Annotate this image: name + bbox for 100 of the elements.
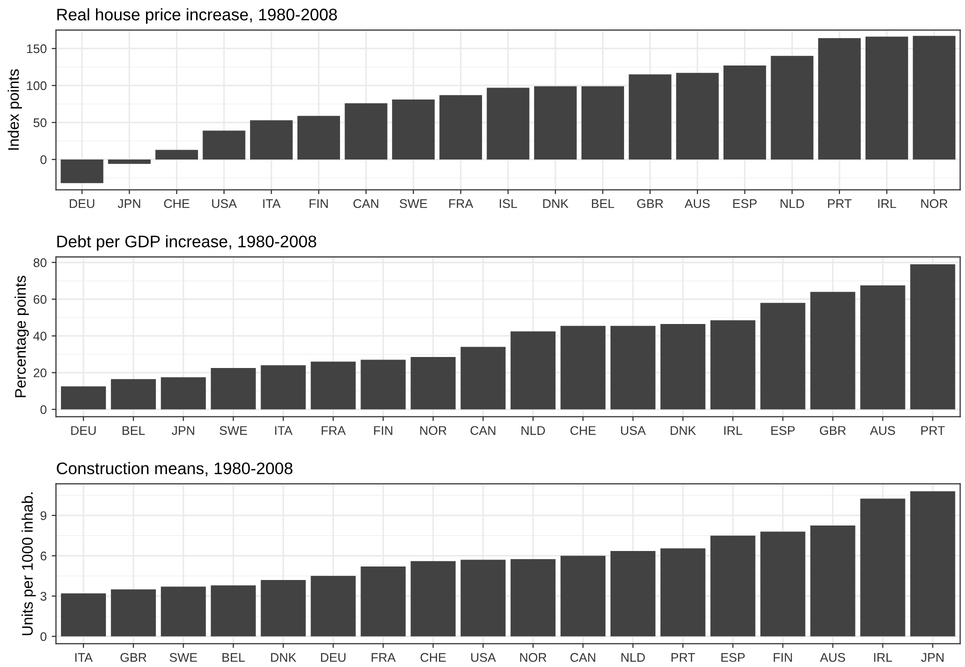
x-tick-label: ISL (500, 199, 518, 208)
bar (410, 357, 456, 410)
bar (560, 326, 606, 410)
x-tick-label: ITA (275, 426, 293, 435)
y-tick-label: 40 (33, 332, 46, 341)
y-tick-label: 6 (40, 552, 46, 560)
y-tick-label: 9 (40, 511, 46, 520)
x-tick-label: ESP (733, 199, 757, 208)
bar (760, 302, 806, 410)
x-tick-label: PRT (672, 653, 696, 662)
y-tick-label: 0 (40, 632, 46, 642)
x-tick-label: SWE (400, 199, 428, 208)
bar (610, 551, 656, 636)
x-tick-label: DEU (71, 426, 96, 435)
x-tick-label: CHE (570, 426, 596, 435)
bar (202, 130, 246, 160)
x-tick-label: DNK (543, 199, 568, 208)
x-tick-label: AUS (820, 653, 846, 662)
x-tick-label: BEL (222, 653, 245, 662)
bar (392, 100, 435, 160)
x-tick-label: IRL (724, 426, 742, 435)
bar (110, 379, 156, 410)
bar (460, 346, 506, 410)
bar (344, 103, 388, 160)
x-tick-label: NLD (780, 199, 804, 208)
x-tick-label: JPN (118, 199, 140, 208)
x-tick-label: USA (471, 653, 496, 662)
x-tick-label: PRT (828, 199, 852, 208)
y-axis-title: Index points (8, 69, 22, 150)
bar (110, 589, 156, 636)
x-tick-label: USA (212, 199, 237, 208)
chart-title: Debt per GDP increase, 1980-2008 (57, 235, 316, 251)
bar (260, 365, 306, 410)
bar (439, 95, 482, 160)
x-tick-label: ITA (263, 199, 281, 208)
x-tick-label: NOR (921, 199, 948, 208)
bar (297, 116, 340, 160)
x-tick-label: CHE (164, 199, 190, 208)
bar (628, 74, 672, 160)
bar (160, 586, 206, 636)
y-tick-label: 20 (34, 368, 46, 378)
x-tick-label: NOR (520, 653, 546, 662)
x-tick-label: CAN (570, 653, 596, 662)
x-tick-label: FIN (374, 426, 392, 435)
bar (910, 491, 956, 636)
bar (510, 559, 556, 636)
x-tick-label: IRL (878, 199, 896, 208)
bar (810, 292, 856, 410)
x-tick-label: AUS (684, 199, 710, 208)
y-axis-title: Units per 1000 inhab. (22, 492, 36, 636)
x-tick-label: FIN (774, 653, 792, 662)
bar (60, 159, 104, 184)
y-tick-label: 0 (40, 155, 46, 164)
bar (310, 576, 356, 636)
bar (760, 532, 806, 636)
x-tick-label: BEL (592, 199, 614, 208)
x-tick-label: FIN (310, 199, 328, 208)
bar (108, 159, 151, 164)
y-axis-title: Percentage points (14, 276, 29, 398)
x-tick-label: GBR (820, 426, 846, 435)
x-tick-label: GBR (637, 199, 664, 208)
bar (912, 36, 956, 160)
y-tick-label: 100 (27, 81, 46, 90)
x-tick-label: IRL (874, 653, 892, 662)
x-tick-label: BEL (122, 426, 145, 435)
bar (60, 386, 106, 410)
bar (818, 38, 861, 160)
bar (910, 264, 956, 410)
x-tick-label: FRA (322, 426, 346, 435)
x-tick-label: JPN (921, 653, 944, 662)
bar (410, 561, 456, 636)
x-tick-label: DEU (70, 199, 94, 208)
bar (710, 536, 756, 636)
bar (250, 120, 293, 160)
bar (770, 56, 814, 160)
x-tick-label: NOR (420, 426, 446, 435)
bar (160, 377, 206, 410)
bar (260, 580, 306, 636)
bar (660, 324, 706, 410)
x-tick-label: NLD (522, 426, 545, 435)
bar (510, 331, 556, 410)
y-tick-label: 50 (34, 118, 46, 128)
bar (710, 320, 756, 410)
x-tick-label: ITA (75, 653, 93, 662)
x-tick-label: USA (621, 426, 646, 435)
bar (460, 560, 506, 636)
bar (865, 36, 908, 160)
x-tick-label: ESP (771, 426, 795, 435)
x-tick-label: CHE (420, 653, 446, 662)
bar (210, 585, 256, 636)
bar (723, 66, 766, 160)
x-tick-label: PRT (921, 426, 945, 435)
y-tick-label: 3 (40, 592, 46, 601)
x-tick-label: FRA (372, 653, 396, 662)
x-tick-label: FRA (449, 199, 474, 208)
bar (810, 526, 856, 636)
bar (60, 593, 106, 636)
x-tick-label: JPN (172, 426, 194, 435)
bar (310, 362, 356, 410)
x-tick-label: GBR (120, 653, 146, 662)
